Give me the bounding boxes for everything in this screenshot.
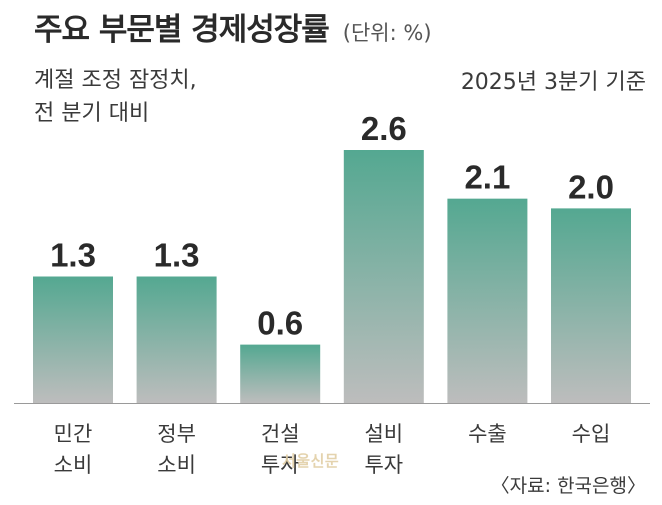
bar-5 [551,208,631,403]
category-label-0-line-1: 소비 [54,453,93,477]
bar-2 [240,344,321,403]
chart-subtitle: 계절 조정 잠정치, 전 분기 대비 [34,68,197,126]
value-label-5: 2.0 [568,168,614,205]
value-label-0: 1.3 [50,237,96,274]
category-label-2-line-1: 투자 [261,453,300,477]
value-label-1: 1.3 [154,237,200,274]
bar-4 [447,198,528,403]
category-label-1-line-0: 정부 [157,422,196,446]
chart-title: 주요 부문별 경제성장률 [34,12,330,48]
reference-period: 2025년 3분기 기준 [460,70,646,95]
category-label-5: 수입 [572,422,611,446]
category-label-2-line-0: 건설 [261,422,300,446]
category-label-4: 수출 [468,422,507,446]
newspaper-watermark: 서울신문 [282,452,340,470]
chart-title-row: 주요 부문별 경제성장률 (단위: %) [34,4,432,49]
bar-1 [136,276,217,403]
value-label-3: 2.6 [361,110,407,147]
category-label-1-line-1: 소비 [157,453,196,477]
unit-note: (단위: %) [342,21,432,45]
value-label-2: 0.6 [257,305,303,342]
bar-0 [33,276,113,403]
bar-3 [343,150,424,403]
data-source: 〈자료: 한국은행〉 [490,475,646,497]
category-label-3-line-0: 설비 [364,422,403,446]
category-label-0-line-0: 민간 [54,422,93,446]
value-label-4: 2.1 [464,159,510,196]
category-label-3-line-1: 투자 [364,453,403,477]
